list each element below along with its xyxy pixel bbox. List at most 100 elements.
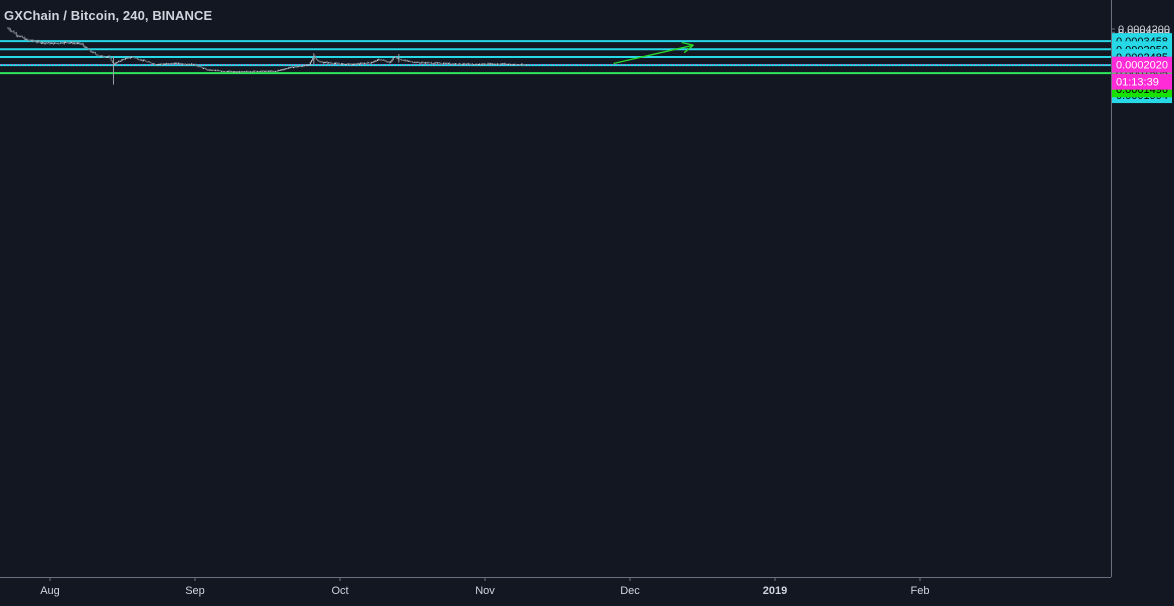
candle-body [258,71,260,73]
candle-body [89,49,91,51]
candle-body [483,63,485,65]
candle-body [277,70,279,72]
candle-body [143,60,145,62]
candle-body [193,64,195,66]
candle-body [507,63,509,65]
candle-body [174,63,176,65]
candle-body [432,63,434,65]
candle-body [85,47,87,49]
candle-body [473,64,475,66]
candle-body [63,41,65,44]
candle-body [386,61,388,63]
candle-body [361,63,363,65]
candle-body [105,56,107,58]
candle-body [287,68,289,70]
candle-body [457,64,459,66]
candle-body [311,60,313,63]
candle-body [443,63,445,65]
candle-body [79,42,81,44]
candle-body [104,56,106,58]
candle-body [45,42,47,44]
candle-body [180,63,182,65]
candle-body [284,68,286,70]
candle-body [181,63,183,65]
candle-body [301,66,303,68]
candle-body [53,42,55,44]
candle-body [288,67,290,69]
candle-body [338,63,340,65]
candle-body [156,64,158,66]
candle-body [187,64,189,66]
candle-body [393,56,395,58]
candle-body [354,63,356,65]
trend-arrow[interactable] [613,44,694,65]
candle-body [66,41,68,43]
candle-body [293,66,295,68]
candle-body [307,64,309,66]
candle-body [459,63,461,65]
candle-body [240,71,242,73]
candle-body [242,71,244,73]
candle-body [351,64,353,66]
candle-body [159,63,161,65]
candle-body [363,63,365,65]
candle-body [13,31,15,34]
candle-body [447,63,449,65]
candle-body [251,71,253,73]
candle-body [372,62,374,64]
candle-body [131,56,133,58]
candle-body [522,64,524,66]
candle-body [127,57,129,59]
candle-body [306,64,308,66]
candle-body [182,63,184,65]
candle-body [129,57,131,59]
x-tick-label: Dec [620,585,640,597]
candle-body [495,63,497,65]
candle-body [320,61,322,63]
candle-body [26,38,28,40]
candle-body [339,63,341,65]
candle-body [309,62,311,65]
candle-body [521,64,523,66]
candle-body [468,63,470,65]
candle-body [278,69,280,71]
candle-body [355,63,357,65]
candle-body [283,69,285,71]
candle-body [441,63,443,65]
candle-body [500,63,502,65]
candle-body [295,66,297,68]
candle-body [50,42,52,44]
candle-body [83,44,85,46]
candle-body [369,62,371,64]
candle-body [224,70,226,72]
candle-body [51,42,53,44]
candle-body [150,62,152,64]
candle-body [257,71,259,73]
candle-body [427,62,429,64]
candle-body [453,63,455,65]
candle-body [25,38,27,40]
candle-body [336,62,338,64]
candle-body [138,59,140,61]
candle-body [451,63,453,65]
candle-body [255,70,257,72]
candle-body [517,64,519,66]
candle-body [201,67,203,69]
candle-body [77,42,79,44]
candle-body [417,62,419,64]
candle-body [426,62,428,64]
candle-body [145,60,147,62]
candle-body [330,62,332,64]
candle-body [173,63,175,65]
candle-body [179,63,181,65]
candle-body [93,52,95,54]
candle-body [469,63,471,65]
candle-body [492,63,494,65]
candle-body [269,70,271,72]
candle-body [294,66,296,68]
x-tick-label: Nov [475,585,495,597]
candle-body [57,42,59,44]
candle-body [356,63,358,65]
